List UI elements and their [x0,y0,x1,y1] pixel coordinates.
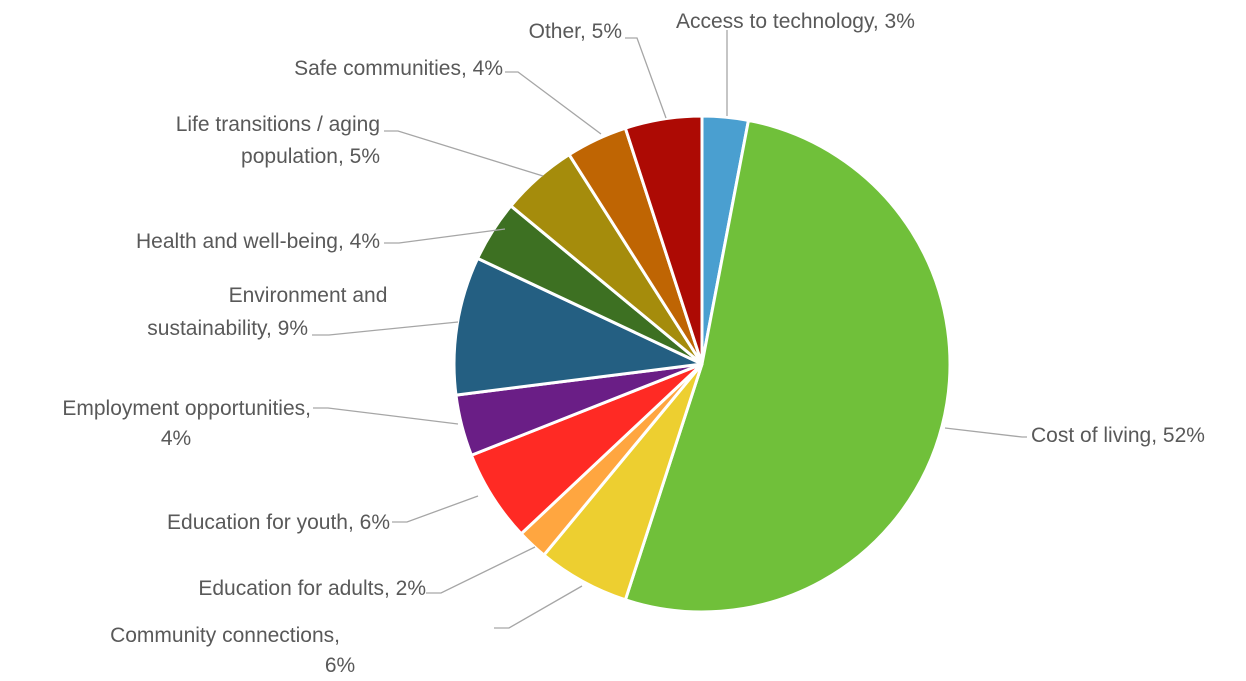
data-label-environment-and-sustainability: Environment and sustainability, 9% [147,284,387,340]
data-label-community-connections: Community connections, 6% [110,624,355,677]
data-label-education-for-youth: Education for youth, 6% [167,511,390,534]
data-label-employment-opportunities: Employment opportunities, 4% [62,397,311,450]
pie-slice-cost-of-living [623,118,952,614]
leader-line-community-connections [494,585,583,629]
data-label-health-and-well-being: Health and well-being, 4% [136,230,380,253]
leader-lines [312,30,1027,629]
data-label-life-transitions-aging-population: Life transitions / aging population, 5% [176,113,380,168]
data-label-access-to-technology: Access to technology, 3% [676,10,915,33]
leader-line-cost-of-living [944,427,1027,438]
data-labels: Access to technology, 3% Cost of living, … [62,10,1205,677]
leader-line-other [625,37,667,119]
leader-line-health-and-well-being [384,228,506,244]
leader-line-employment-opportunities [313,407,459,425]
pie-slices [452,114,952,614]
leader-line-education-for-adults [426,546,536,594]
data-label-education-for-adults: Education for adults, 2% [198,577,426,600]
data-label-cost-of-living: Cost of living, 52% [1031,424,1205,447]
data-label-other: Other, 5% [529,20,622,43]
leader-line-safe-communities [505,71,602,135]
pie-slice-environment-and-sustainability [452,256,704,397]
leader-line-life-transitions-aging-population [384,130,544,177]
pie-slice-other [623,114,704,366]
leader-line-education-for-youth [392,495,479,523]
data-label-safe-communities: Safe communities, 4% [294,57,503,80]
leader-line-environment-and-sustainability [312,321,459,336]
